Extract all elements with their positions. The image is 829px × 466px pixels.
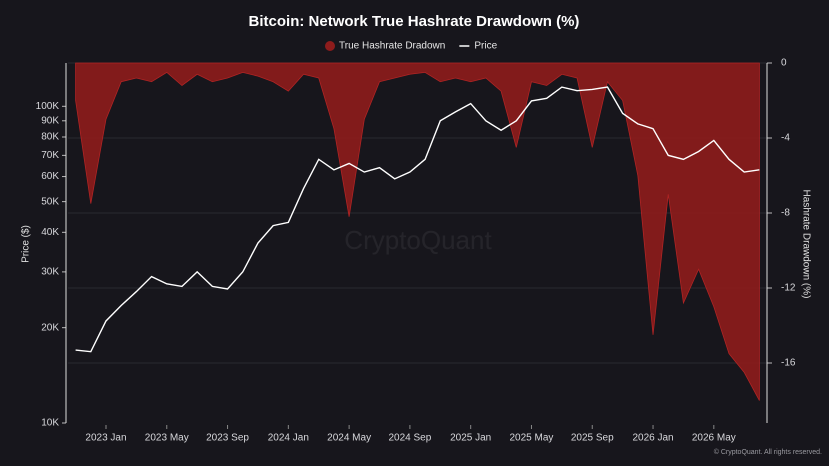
legend-swatch (325, 41, 335, 51)
drawdown-area (75, 62, 760, 401)
y2-tick-label: -12 (781, 283, 796, 294)
y-tick-label: 20K (41, 322, 59, 333)
x-tick-label: 2024 Sep (388, 433, 431, 444)
watermark: CryptoQuant (344, 225, 492, 255)
y-tick-label: 100K (36, 101, 60, 112)
y-tick-label: 10K (41, 418, 59, 429)
y-tick-label: 80K (41, 132, 59, 143)
x-tick-label: 2023 May (145, 433, 189, 444)
y2-tick-label: -8 (781, 208, 790, 219)
y-axis-title: Price ($) (21, 225, 32, 263)
x-tick-label: 2025 Sep (571, 433, 614, 444)
y-tick-label: 50K (41, 196, 59, 207)
y-tick-label: 60K (41, 171, 59, 182)
y2-tick-label: -4 (781, 133, 790, 144)
y2-tick-label: 0 (781, 58, 787, 69)
x-tick-label: 2024 May (327, 433, 371, 444)
price-line (75, 86, 760, 353)
y2-axis-title: Hashrate Drawdown (%) (800, 190, 811, 299)
y-tick-label: 30K (41, 267, 59, 278)
x-tick-label: 2024 Jan (268, 433, 309, 444)
credit: © CryptoQuant. All rights reserved. (714, 448, 822, 456)
chart-title: Bitcoin: Network True Hashrate Drawdown … (249, 13, 580, 30)
y-tick-label: 70K (41, 150, 59, 161)
y-tick-label: 40K (41, 227, 59, 238)
legend-label: Price (474, 41, 497, 52)
x-tick-label: 2023 Jan (85, 433, 126, 444)
x-tick-label: 2023 Sep (206, 433, 249, 444)
y-tick-label: 90K (41, 115, 59, 126)
x-tick-label: 2025 May (510, 433, 554, 444)
legend-label: True Hashrate Dradown (339, 41, 445, 52)
y2-tick-label: -16 (781, 358, 796, 369)
x-tick-label: 2025 Jan (450, 433, 491, 444)
x-tick-label: 2026 May (692, 433, 736, 444)
x-tick-label: 2026 Jan (632, 433, 673, 444)
